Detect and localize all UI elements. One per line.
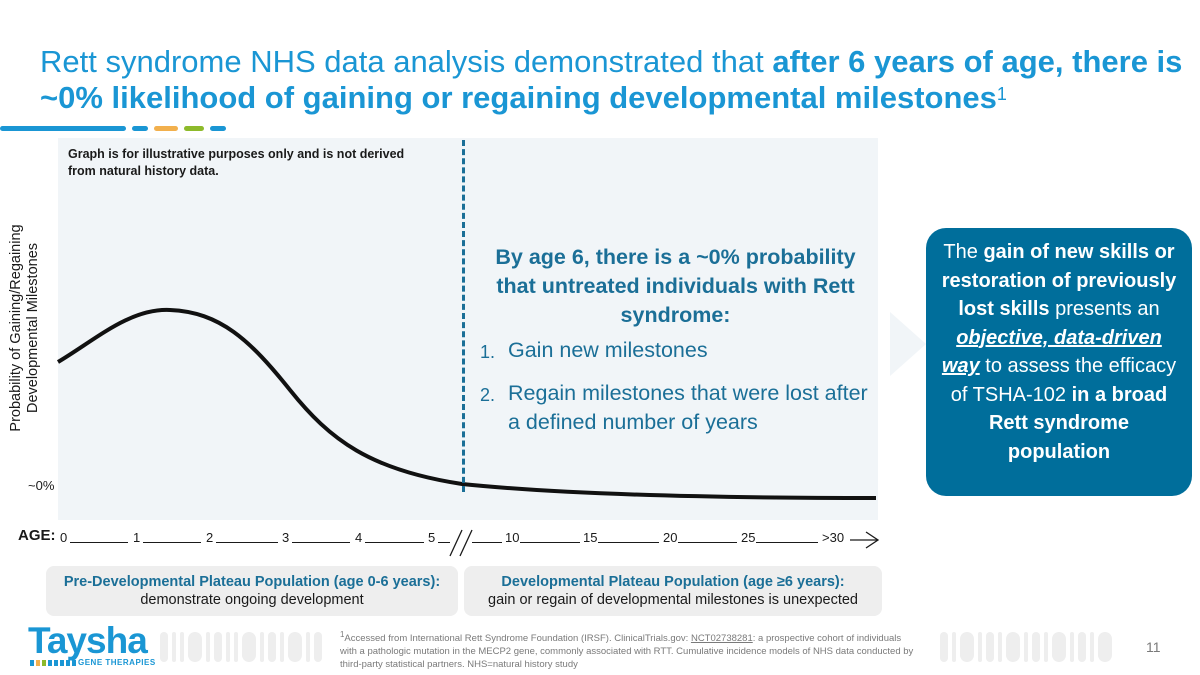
- age-tick: 3: [282, 530, 290, 545]
- logo-bars-icon: [30, 660, 76, 666]
- age-tick: 20: [663, 530, 678, 545]
- age-tick: 25: [741, 530, 756, 545]
- age-axis-segment: [216, 542, 278, 543]
- age-tick: 4: [355, 530, 363, 545]
- taysha-logo: Taysha: [28, 620, 148, 661]
- callout-heading: By age 6, there is a ~0% probability tha…: [495, 245, 856, 327]
- age-tick: 15: [583, 530, 598, 545]
- age-axis-label: AGE:: [18, 527, 56, 544]
- decorative-pattern-right: [940, 632, 1112, 662]
- accent-bar-segment-4: [210, 126, 226, 131]
- age-axis-segment: [143, 542, 201, 543]
- bubble-text-3: to assess the efficacy of TSHA-102: [950, 355, 1177, 406]
- bubble-italic-objective: objective, data-driven way: [941, 326, 1162, 378]
- footnote: 1Accessed from International Rett Syndro…: [340, 628, 920, 671]
- callout-item-text: Regain milestones that were lost after a…: [508, 381, 868, 434]
- age-tick: 10: [505, 530, 520, 545]
- age-axis-segment: [292, 542, 350, 543]
- age-tick: 2: [206, 530, 214, 545]
- y-axis-label-line-1: Probability of Gaining/Regaining: [8, 224, 24, 432]
- accent-bar-segment-1: [132, 126, 148, 131]
- age-tick: 1: [133, 530, 141, 545]
- callout-item: 2. Regain milestones that were lost afte…: [478, 379, 873, 437]
- age-tick: 5: [428, 530, 436, 545]
- bubble-text-1: The: [943, 241, 984, 263]
- footnote-text-1: Accessed from International Rett Syndrom…: [344, 633, 691, 645]
- plateau-population-box: Developmental Plateau Population (age ≥6…: [464, 566, 882, 616]
- age-axis-segment: [678, 542, 737, 543]
- slide-title: Rett syndrome NHS data analysis demonstr…: [40, 44, 1190, 116]
- plateau-title: Developmental Plateau Population (age ≥6…: [501, 574, 845, 590]
- plateau-description: gain or regain of developmental mileston…: [488, 592, 858, 608]
- bubble-bold-1: gain of new skills or restoration of pre…: [941, 241, 1177, 320]
- probability-curve-line: [56, 307, 877, 500]
- page-number: 11: [1146, 639, 1161, 655]
- y-axis-label: Probability of Gaining/Regaining Develop…: [8, 198, 42, 458]
- bubble-text-2: presents an: [1049, 298, 1160, 320]
- decorative-pattern-left: [160, 632, 322, 662]
- callout-item-number: 2.: [480, 385, 496, 405]
- pre-plateau-title: Pre-Developmental Plateau Population (ag…: [63, 574, 441, 590]
- plot-area: [58, 138, 878, 520]
- callout-item-number: 1.: [480, 342, 496, 362]
- age-tick: >30: [822, 530, 845, 545]
- age-axis-segment: [756, 542, 818, 543]
- callout-item: 1. Gain new milestones: [478, 336, 873, 365]
- zero-percent-label: ~0%: [28, 478, 55, 493]
- age-axis-segment: [598, 542, 659, 543]
- age-tick: 0: [60, 530, 68, 545]
- clinicaltrials-link[interactable]: NCT02738281: [690, 633, 753, 645]
- accent-bar-main: [0, 126, 126, 131]
- age-axis-segment: [70, 542, 128, 543]
- footnote-marker: 1: [340, 630, 345, 639]
- accent-bar-segment-3: [184, 126, 204, 131]
- age-axis-segment: [438, 542, 450, 543]
- pre-plateau-population-box: Pre-Developmental Plateau Population (ag…: [46, 566, 458, 616]
- age-axis-segment: [365, 542, 424, 543]
- bubble-bold-2: objective, data-driven way: [942, 327, 1162, 378]
- graph-disclaimer: Graph is for illustrative purposes only …: [68, 147, 405, 178]
- age-axis-break-2: [459, 529, 473, 557]
- title-footnote-marker: 1: [996, 84, 1007, 104]
- age-axis-break-1: [449, 529, 463, 557]
- age-axis: AGE:: [18, 527, 56, 544]
- age-axis-segment: [472, 542, 502, 543]
- bubble-pointer: [890, 312, 926, 376]
- key-message-bubble: The gain of new skills or restoration of…: [926, 228, 1192, 496]
- title-plain: Rett syndrome NHS data analysis demonstr…: [40, 44, 773, 79]
- pre-plateau-description: demonstrate ongoing development: [140, 592, 364, 608]
- age-axis-arrow-icon: [850, 531, 880, 549]
- age-6-callout: By age 6, there is a ~0% probability tha…: [478, 243, 873, 437]
- title-bold: after 6 years of age, there is ~0% likel…: [40, 44, 1183, 115]
- age-6-divider: [462, 140, 465, 492]
- footnote-text-2: : a prospective cohort of individuals wi…: [340, 633, 914, 671]
- accent-bar-segment-2: [154, 126, 178, 131]
- taysha-logo-subtitle: GENE THERAPIES: [78, 658, 156, 667]
- y-axis-label-line-2: Developmental Milestones: [25, 242, 41, 414]
- bubble-bold-3: in a broad Rett syndrome population: [988, 383, 1168, 463]
- callout-item-text: Gain new milestones: [508, 338, 708, 362]
- age-axis-segment: [520, 542, 580, 543]
